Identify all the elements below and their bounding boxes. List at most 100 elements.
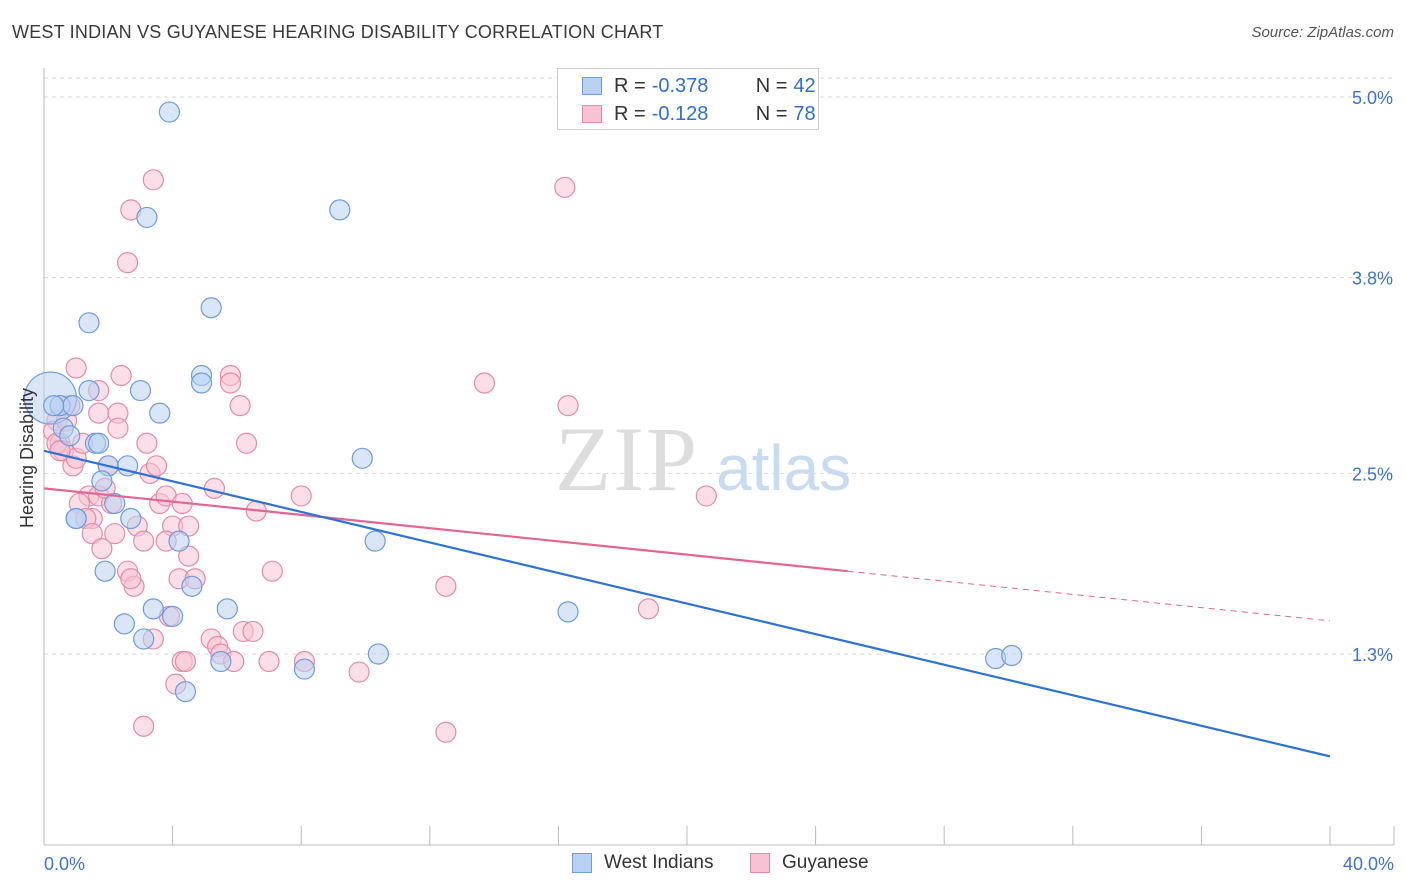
axes (43, 68, 1395, 846)
legend-r-value: -0.128 (651, 102, 709, 125)
west-indians-point (65, 507, 87, 530)
west-indians-point (168, 530, 190, 552)
guyanese-point (557, 395, 579, 417)
legend-r-value: -0.378 (651, 74, 709, 97)
west-indians-point (129, 379, 152, 402)
west-indians-point (329, 199, 351, 221)
guyanese-point (242, 620, 264, 643)
west-indians-point (78, 312, 100, 334)
west-indians-point (210, 650, 232, 673)
guyanese-point (258, 650, 280, 673)
series-swatch-blue (572, 853, 592, 873)
y-axis-title: Hearing Disability (17, 388, 37, 528)
guyanese-point (435, 721, 457, 743)
west-indians-point (120, 507, 142, 530)
y-tick-labels: 1.3% 2.5% 3.8% 5.0% (1352, 88, 1393, 665)
west-indians-point (364, 530, 386, 552)
west-indians-points (23, 101, 1023, 703)
west-indians-point (91, 470, 113, 492)
guyanese-point (81, 522, 103, 545)
guyanese-point (142, 169, 164, 191)
correlation-legend: R = -0.378 N = 42 R = -0.128 N = 78 (557, 68, 819, 130)
legend-row-west-indians: R = -0.378 N = 42 (582, 73, 816, 99)
west-indians-point (1001, 644, 1023, 667)
legend-swatch-blue (582, 77, 602, 95)
guyanese-point (435, 575, 457, 597)
gridlines (44, 77, 1394, 655)
guyanese-point (136, 432, 158, 454)
series-swatch-pink (750, 853, 770, 873)
west-indians-trend-line (43, 449, 1331, 758)
x-tick-label-min: 0.0% (44, 854, 85, 874)
guyanese-point (695, 485, 717, 507)
legend-r-label: R = (614, 74, 646, 97)
guyanese-point (290, 485, 312, 507)
series-legend-west-indians[interactable]: West Indians (572, 852, 713, 874)
guyanese-point (133, 530, 155, 552)
west-indians-point (43, 395, 65, 417)
guyanese-point (104, 522, 126, 545)
guyanese-trend-line (43, 487, 848, 573)
west-indians-point (181, 575, 203, 597)
guyanese-point (88, 402, 110, 424)
watermark: ZIP atlas (555, 408, 851, 510)
guyanese-point (107, 417, 129, 439)
west-indians-point (190, 372, 213, 394)
trend-lines (43, 449, 1331, 758)
guyanese-point (91, 538, 113, 560)
legend-swatch-pink (582, 105, 602, 123)
source-label: Source: ZipAtlas.com (1251, 24, 1394, 41)
y-tick-label: 2.5% (1352, 464, 1393, 484)
west-indians-point (88, 432, 110, 454)
west-indians-point (351, 447, 373, 469)
guyanese-point (554, 176, 576, 198)
guyanese-point (178, 515, 200, 537)
legend-r-label: R = (614, 102, 646, 125)
west-indians-point (162, 605, 184, 627)
west-indians-point (136, 206, 158, 229)
watermark-atlas-text: atlas (716, 432, 851, 504)
west-indians-point (94, 560, 116, 582)
west-indians-point (158, 101, 180, 123)
west-indians-point (367, 643, 389, 665)
guyanese-point (348, 661, 370, 683)
y-tick-label: 3.8% (1352, 269, 1393, 289)
x-tick-label-max: 40.0% (1343, 854, 1394, 874)
guyanese-point (120, 568, 142, 590)
guyanese-point (145, 455, 168, 477)
guyanese-trend-line-dashed (847, 570, 1331, 622)
series-legend-guyanese[interactable]: Guyanese (750, 852, 869, 874)
guyanese-point (261, 560, 283, 582)
west-indians-point (78, 379, 100, 402)
west-indians-point (557, 601, 579, 623)
guyanese-point (219, 372, 242, 394)
guyanese-point (178, 545, 200, 567)
legend-n-value: 78 (793, 102, 816, 125)
west-indians-point (293, 658, 316, 680)
series-name-guyanese: Guyanese (782, 852, 869, 873)
legend-n-value: 42 (793, 74, 816, 97)
legend-row-guyanese: R = -0.128 N = 78 (582, 101, 816, 127)
guyanese-point (229, 395, 251, 417)
chart-title: WEST INDIAN VS GUYANESE HEARING DISABILI… (12, 22, 664, 42)
west-indians-point (113, 613, 135, 635)
west-indians-point (62, 395, 84, 417)
west-indians-point (216, 598, 238, 620)
series-legend: West Indians Guyanese (0, 852, 1406, 876)
guyanese-point (110, 364, 132, 387)
west-indians-point (174, 681, 197, 703)
guyanese-point (473, 372, 496, 394)
y-tick-label: 5.0% (1352, 88, 1393, 108)
legend-n-label: N = (755, 74, 788, 97)
y-tick-label: 1.3% (1352, 645, 1393, 665)
guyanese-point (203, 477, 225, 500)
guyanese-point (65, 357, 87, 379)
guyanese-point (235, 432, 258, 454)
west-indians-point (104, 492, 126, 515)
guyanese-point (637, 598, 660, 620)
west-indians-point (200, 297, 222, 319)
series-name-west-indians: West Indians (604, 852, 714, 873)
west-indians-point (133, 628, 155, 650)
guyanese-point (133, 715, 155, 737)
